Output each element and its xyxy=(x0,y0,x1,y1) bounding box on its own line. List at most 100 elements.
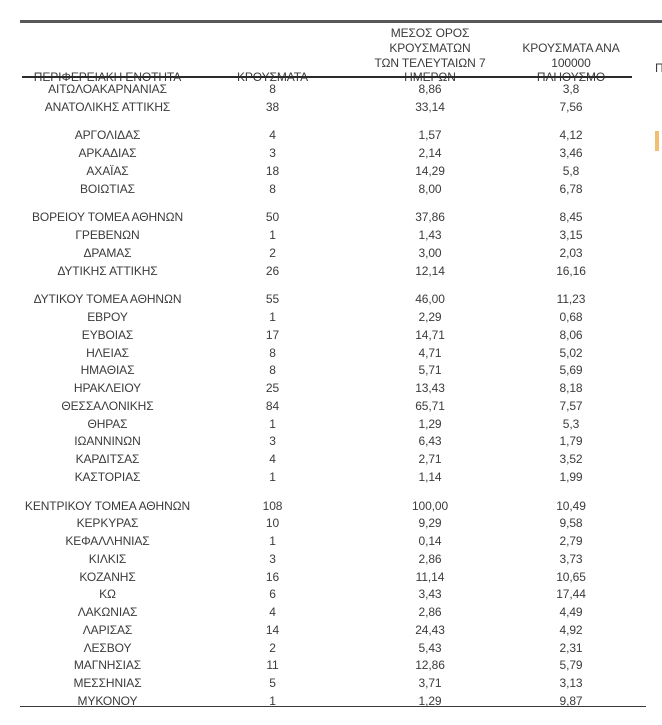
region-cell: ΘΗΡΑΣ xyxy=(87,416,128,431)
group-gap xyxy=(20,486,632,497)
table-row: ΚΕΡΚΥΡΑΣ 10 9,29 9,58 xyxy=(20,515,632,533)
cases-cell: 10 xyxy=(265,516,280,531)
per-100000-cell: 3,73 xyxy=(559,551,583,566)
table-row: ΒΟΙΩΤΙΑΣ 8 8,00 6,78 xyxy=(20,180,632,198)
avg-7-days-cell: 46,00 xyxy=(415,292,445,307)
table-row: ΑΙΤΩΛΟΑΚΑΡΝΑΝΙΑΣ 8 8,86 3,8 xyxy=(20,80,632,98)
table-row: ΕΥΒΟΙΑΣ 17 14,71 8,06 xyxy=(20,326,632,344)
avg-7-days-cell: 0,14 xyxy=(418,534,442,549)
table-row: ΔΥΤΙΚΗΣ ΑΤΤΙΚΗΣ 26 12,14 16,16 xyxy=(20,262,632,280)
table-body: ΑΙΤΩΛΟΑΚΑΡΝΑΝΙΑΣ 8 8,86 3,8 ΑΝΑΤΟΛΙΚΗΣ ΑΤΤΙΚ… xyxy=(20,80,632,710)
table-row: ΗΡΑΚΛΕΙΟΥ 25 13,43 8,18 xyxy=(20,379,632,397)
bottom-rule xyxy=(20,706,646,708)
region-cell: ΑΡΓΟΛΙΔΑΣ xyxy=(74,128,141,143)
region-cell: ΛΑΚΩΝΙΑΣ xyxy=(77,605,138,620)
cases-cell: 4 xyxy=(269,452,276,467)
table-row: ΔΥΤΙΚΟΥ ΤΟΜΕΑ ΑΘΗΝΩΝ 55 46,00 11,23 xyxy=(20,291,632,309)
per-100000-cell: 8,18 xyxy=(559,381,583,396)
region-cell: ΑΧΑΪΑΣ xyxy=(86,163,129,178)
group-gap xyxy=(20,198,632,209)
region-cell: ΚΑΡΔΙΤΣΑΣ xyxy=(75,452,140,467)
avg-7-days-cell: 1,43 xyxy=(418,228,442,243)
table-row: ΜΥΚΟΝΟΥ 1 1,29 9,87 xyxy=(20,692,632,710)
per-100000-cell: 4,92 xyxy=(559,622,583,637)
avg-7-days-cell: 14,29 xyxy=(415,163,445,178)
cases-cell: 1 xyxy=(269,693,276,708)
region-cell: ΒΟΡΕΙΟΥ ΤΟΜΕΑ ΑΘΗΝΩΝ xyxy=(31,210,184,225)
region-cell: ΚΟΖΑΝΗΣ xyxy=(79,569,136,584)
avg-7-days-cell: 1,57 xyxy=(418,128,442,143)
per-100000-cell: 4,12 xyxy=(559,128,583,143)
cases-cell: 11 xyxy=(266,658,279,673)
header-label-line: ΤΩΝ ΤΕΛΕΥΤΑΙΩΝ 7 xyxy=(374,55,486,70)
cases-cell: 1 xyxy=(269,310,276,325)
region-cell: ΜΕΣΣΗΝΙΑΣ xyxy=(73,676,142,691)
header-cases-per-100000: ΚΡΟΥΣΜΑΤΑ ΑΝΑ 100000 ΠΛΗΘΥΣΜΟ xyxy=(510,41,632,85)
per-100000-cell: 4,49 xyxy=(559,605,583,620)
per-100000-cell: 11,23 xyxy=(556,292,586,307)
table-row: ΑΡΚΑΔΙΑΣ 3 2,14 3,46 xyxy=(20,144,632,162)
region-cell: ΛΕΣΒΟΥ xyxy=(83,640,132,655)
region-cell: ΜΑΓΝΗΣΙΑΣ xyxy=(73,658,142,673)
table-row: ΑΧΑΪΑΣ 18 14,29 5,8 xyxy=(20,162,632,180)
avg-7-days-cell: 3,00 xyxy=(418,245,442,260)
region-cell: ΗΛΕΙΑΣ xyxy=(86,345,129,360)
per-100000-cell: 2,79 xyxy=(559,534,583,549)
per-100000-cell: 5,02 xyxy=(559,345,583,360)
cases-cell: 8 xyxy=(269,345,276,360)
per-100000-cell: 3,52 xyxy=(559,452,583,467)
per-100000-cell: 3,13 xyxy=(559,676,583,691)
table-row: ΛΕΣΒΟΥ 2 5,43 2,31 xyxy=(20,639,632,657)
cases-cell: 1 xyxy=(269,534,276,549)
per-100000-cell: 9,87 xyxy=(559,693,583,708)
cases-cell: 6 xyxy=(269,587,276,602)
cases-cell: 8 xyxy=(269,181,276,196)
clipped-highlight-cell xyxy=(655,131,659,151)
table-row: ΑΡΓΟΛΙΔΑΣ 4 1,57 4,12 xyxy=(20,127,632,145)
cases-cell: 25 xyxy=(265,381,280,396)
region-cell: ΗΜΑΘΙΑΣ xyxy=(80,363,135,378)
table-row: ΗΛΕΙΑΣ 8 4,71 5,02 xyxy=(20,344,632,362)
table-row: ΗΜΑΘΙΑΣ 8 5,71 5,69 xyxy=(20,362,632,380)
per-100000-cell: 17,44 xyxy=(556,587,586,602)
region-cell: ΗΡΑΚΛΕΙΟΥ xyxy=(73,381,142,396)
header-underline xyxy=(22,76,632,78)
per-100000-cell: 5,8 xyxy=(562,163,580,178)
per-100000-cell: 16,16 xyxy=(556,263,586,278)
table-row: ΓΡΕΒΕΝΩΝ 1 1,43 3,15 xyxy=(20,226,632,244)
per-100000-cell: 5,79 xyxy=(559,658,583,673)
header-clipped-column: Π xyxy=(655,61,662,75)
region-cell: ΛΑΡΙΣΑΣ xyxy=(82,622,133,637)
top-rule xyxy=(20,20,662,23)
cases-cell: 3 xyxy=(269,434,276,449)
avg-7-days-cell: 8,86 xyxy=(418,81,442,96)
region-cell: ΚΕΦΑΛΛΗΝΙΑΣ xyxy=(65,534,150,549)
per-100000-cell: 10,49 xyxy=(556,498,586,513)
table-row: ΑΝΑΤΟΛΙΚΗΣ ΑΤΤΙΚΗΣ 38 33,14 7,56 xyxy=(20,98,632,116)
region-cell: ΒΟΙΩΤΙΑΣ xyxy=(80,181,135,196)
avg-7-days-cell: 2,86 xyxy=(418,605,442,620)
avg-7-days-cell: 1,14 xyxy=(418,469,442,484)
avg-7-days-cell: 2,29 xyxy=(418,310,442,325)
table-row: ΛΑΚΩΝΙΑΣ 4 2,86 4,49 xyxy=(20,603,632,621)
table-row: ΘΗΡΑΣ 1 1,29 5,3 xyxy=(20,415,632,433)
region-cell: ΙΩΑΝΝΙΝΩΝ xyxy=(74,434,141,449)
table-row: ΚΑΡΔΙΤΣΑΣ 4 2,71 3,52 xyxy=(20,450,632,468)
group-gap xyxy=(20,280,632,291)
cases-cell: 50 xyxy=(265,210,280,225)
region-cell: ΕΒΡΟΥ xyxy=(87,310,128,325)
cases-cell: 5 xyxy=(269,676,276,691)
avg-7-days-cell: 1,29 xyxy=(418,416,442,431)
region-cell: ΚΕΝΤΡΙΚΟΥ ΤΟΜΕΑ ΑΘΗΝΩΝ xyxy=(24,498,191,513)
table-row: ΜΕΣΣΗΝΙΑΣ 5 3,71 3,13 xyxy=(20,674,632,692)
region-cell: ΜΥΚΟΝΟΥ xyxy=(77,693,138,708)
avg-7-days-cell: 6,43 xyxy=(418,434,442,449)
avg-7-days-cell: 65,71 xyxy=(415,398,445,413)
avg-7-days-cell: 3,43 xyxy=(418,587,442,602)
cases-cell: 14 xyxy=(265,622,280,637)
region-cell: ΔΥΤΙΚΟΥ ΤΟΜΕΑ ΑΘΗΝΩΝ xyxy=(33,292,182,307)
per-100000-cell: 5,3 xyxy=(562,416,580,431)
cases-cell: 1 xyxy=(269,416,276,431)
per-100000-cell: 2,31 xyxy=(559,640,583,655)
